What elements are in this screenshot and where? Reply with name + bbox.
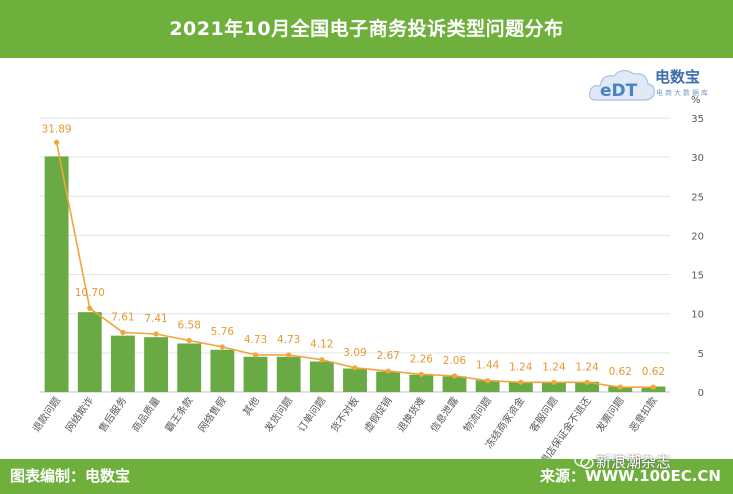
y-tick-label: 15 [691,271,704,282]
bar [210,349,235,392]
line-point [120,329,126,336]
line-point [385,368,391,374]
data-label: 2.26 [410,353,434,365]
line-point [219,344,225,350]
data-label: 5.76 [211,326,235,338]
data-label: 10.70 [75,287,105,299]
data-label: 7.41 [144,313,167,325]
data-label: 1.24 [575,361,599,373]
x-tick-label: 订单问题 [295,394,329,434]
x-tick-label: 客服问题 [527,394,561,434]
data-labels: 31.89 10.70 7.61 7.41 6.58 5.76 4.73 4.73 4.12 3.… [42,123,666,378]
line-point [551,379,557,385]
line-point [518,379,524,385]
bar [44,156,69,392]
logo-subtitle: 电商大数据库 [656,89,710,97]
y-tick-label: 0 [698,388,704,399]
y-tick-label: 30 [691,153,704,164]
bar [77,312,102,392]
line-point [186,337,192,344]
line-point [418,371,424,377]
data-label: 1.24 [509,361,533,373]
y-tick-label: 20 [691,231,704,242]
data-label: 2.67 [376,350,399,362]
line-point [153,331,159,337]
data-label: 1.24 [542,361,566,373]
bar [110,335,135,392]
x-tick-label: 虚假促销 [361,394,395,434]
y-tick-label: 25 [691,192,704,203]
y-tick-label: 35 [691,114,704,125]
x-tick-label: 售后服务 [96,394,130,434]
line-point [319,357,325,363]
bar [442,376,467,392]
line-point [252,352,259,358]
x-tick-label: 货不对板 [328,394,362,434]
wechat-icon [574,453,594,469]
line-point [352,365,358,371]
watermark: 新浪潮杂志 [596,453,672,471]
line-point [286,352,292,358]
y-tick-label: 10 [691,310,704,321]
bar [144,337,168,392]
y-axis-ticks: 0 5 10 15 20 25 30 35 [691,114,704,399]
logo-cloud-icon: eDT [589,69,655,101]
data-label: 4.12 [310,339,333,351]
line-point [650,384,657,390]
x-tick-label: 发票问题 [593,394,627,434]
chart-credit: 图表编制：电数宝 [10,467,131,485]
bar [243,356,268,392]
y-unit-label: % [691,95,701,106]
line-point [451,373,458,379]
data-label: 31.89 [42,123,72,135]
chart-source: 来源：WWW.100EC.CN [540,467,721,485]
bar [276,356,301,392]
data-label: 6.58 [178,319,201,331]
bar [575,381,600,392]
bar-line-chart: 0 5 10 15 20 25 30 35 31.89 10.70 7.61 7.41 6.58 5.7… [29,95,704,459]
bar [409,374,434,392]
logo-name: 电数宝 [655,68,701,86]
x-tick-label: 退款问题 [29,394,63,434]
bar [475,380,500,392]
page-title: 2021年10月全国电子商务投诉类型问题分布 [169,18,564,40]
line-point [87,305,93,311]
x-tick-label: 霸王条款 [162,394,196,434]
bar [542,381,566,392]
bar [309,361,334,392]
x-axis-labels: 退款问题 网络欺诈 售后服务 商品质量 霸王条款 网络售假 其他 发货问题 订单问题 货不对板 虚假… [29,394,659,459]
y-tick-label: 5 [698,349,704,360]
x-tick-label: 恶意扣款 [626,394,660,434]
bar [343,368,367,392]
line-point [584,379,590,385]
line-point [617,384,623,390]
title-bar [0,0,733,58]
x-tick-label: 信息泄露 [427,394,461,434]
trend-line [53,139,657,390]
data-label: 0.62 [609,366,632,378]
x-tick-label: 退换货难 [394,394,428,434]
footer-bar [0,459,733,494]
logo-mark: eDT [600,81,638,101]
data-label: 1.44 [476,360,500,372]
x-tick-label: 网络欺诈 [63,394,97,434]
data-label: 2.06 [443,355,467,367]
x-tick-label: 其他 [240,394,262,418]
data-label: 0.62 [642,366,665,378]
x-tick-label: 发货问题 [262,394,296,434]
data-label: 4.73 [244,334,267,346]
line-point [485,378,491,384]
bar [376,371,401,392]
data-label: 3.09 [343,347,366,359]
x-tick-label: 网络售假 [195,394,229,434]
bar [177,343,202,392]
bar [508,381,533,392]
data-label: 7.61 [111,311,134,323]
x-tick-label: 商品质量 [129,394,163,434]
x-tick-label: 物流问题 [460,394,494,434]
bars [44,156,666,392]
line-point [53,139,60,145]
data-label: 4.73 [277,334,300,346]
